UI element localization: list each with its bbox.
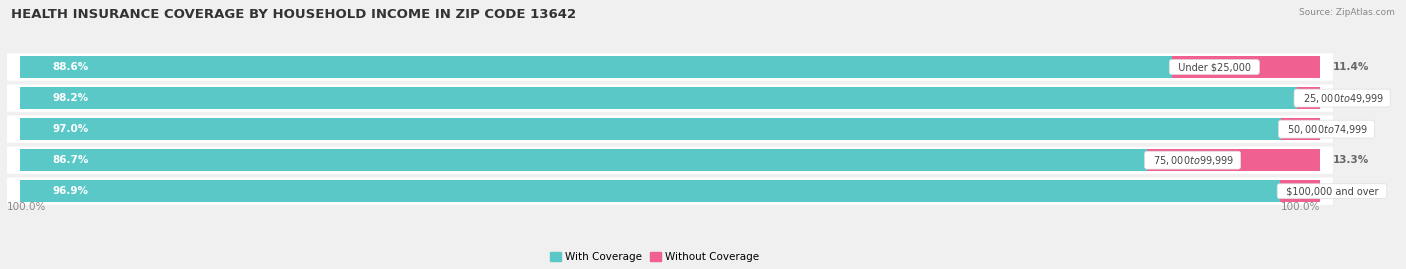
Text: 96.9%: 96.9% <box>52 186 89 196</box>
FancyBboxPatch shape <box>7 84 1333 112</box>
Text: 13.3%: 13.3% <box>1333 155 1369 165</box>
Text: 98.2%: 98.2% <box>52 93 89 103</box>
Bar <box>1147 149 1320 171</box>
Text: 11.4%: 11.4% <box>1333 62 1369 72</box>
Bar <box>20 149 1147 171</box>
Text: HEALTH INSURANCE COVERAGE BY HOUSEHOLD INCOME IN ZIP CODE 13642: HEALTH INSURANCE COVERAGE BY HOUSEHOLD I… <box>11 8 576 21</box>
Bar <box>20 118 1281 140</box>
FancyBboxPatch shape <box>7 147 1333 174</box>
Bar <box>20 87 1296 109</box>
Text: 97.0%: 97.0% <box>52 124 89 134</box>
Bar <box>1279 180 1320 202</box>
Text: 88.6%: 88.6% <box>52 62 89 72</box>
FancyBboxPatch shape <box>7 53 1333 81</box>
Bar <box>1296 87 1320 109</box>
FancyBboxPatch shape <box>7 115 1333 143</box>
Text: 3.1%: 3.1% <box>1333 186 1362 196</box>
Text: Source: ZipAtlas.com: Source: ZipAtlas.com <box>1299 8 1395 17</box>
Text: Under $25,000: Under $25,000 <box>1171 62 1257 72</box>
Text: $75,000 to $99,999: $75,000 to $99,999 <box>1147 154 1239 167</box>
Text: 100.0%: 100.0% <box>7 202 46 212</box>
Text: $50,000 to $74,999: $50,000 to $74,999 <box>1281 123 1372 136</box>
Bar <box>20 180 1279 202</box>
Text: 1.8%: 1.8% <box>1333 93 1362 103</box>
FancyBboxPatch shape <box>7 178 1333 205</box>
Bar <box>20 56 1171 78</box>
Text: 3.0%: 3.0% <box>1333 124 1362 134</box>
Text: $25,000 to $49,999: $25,000 to $49,999 <box>1296 91 1388 105</box>
Legend: With Coverage, Without Coverage: With Coverage, Without Coverage <box>546 247 763 266</box>
Text: 100.0%: 100.0% <box>1281 202 1320 212</box>
Bar <box>1281 118 1320 140</box>
Bar <box>1171 56 1320 78</box>
Text: $100,000 and over: $100,000 and over <box>1279 186 1385 196</box>
Text: 86.7%: 86.7% <box>52 155 89 165</box>
